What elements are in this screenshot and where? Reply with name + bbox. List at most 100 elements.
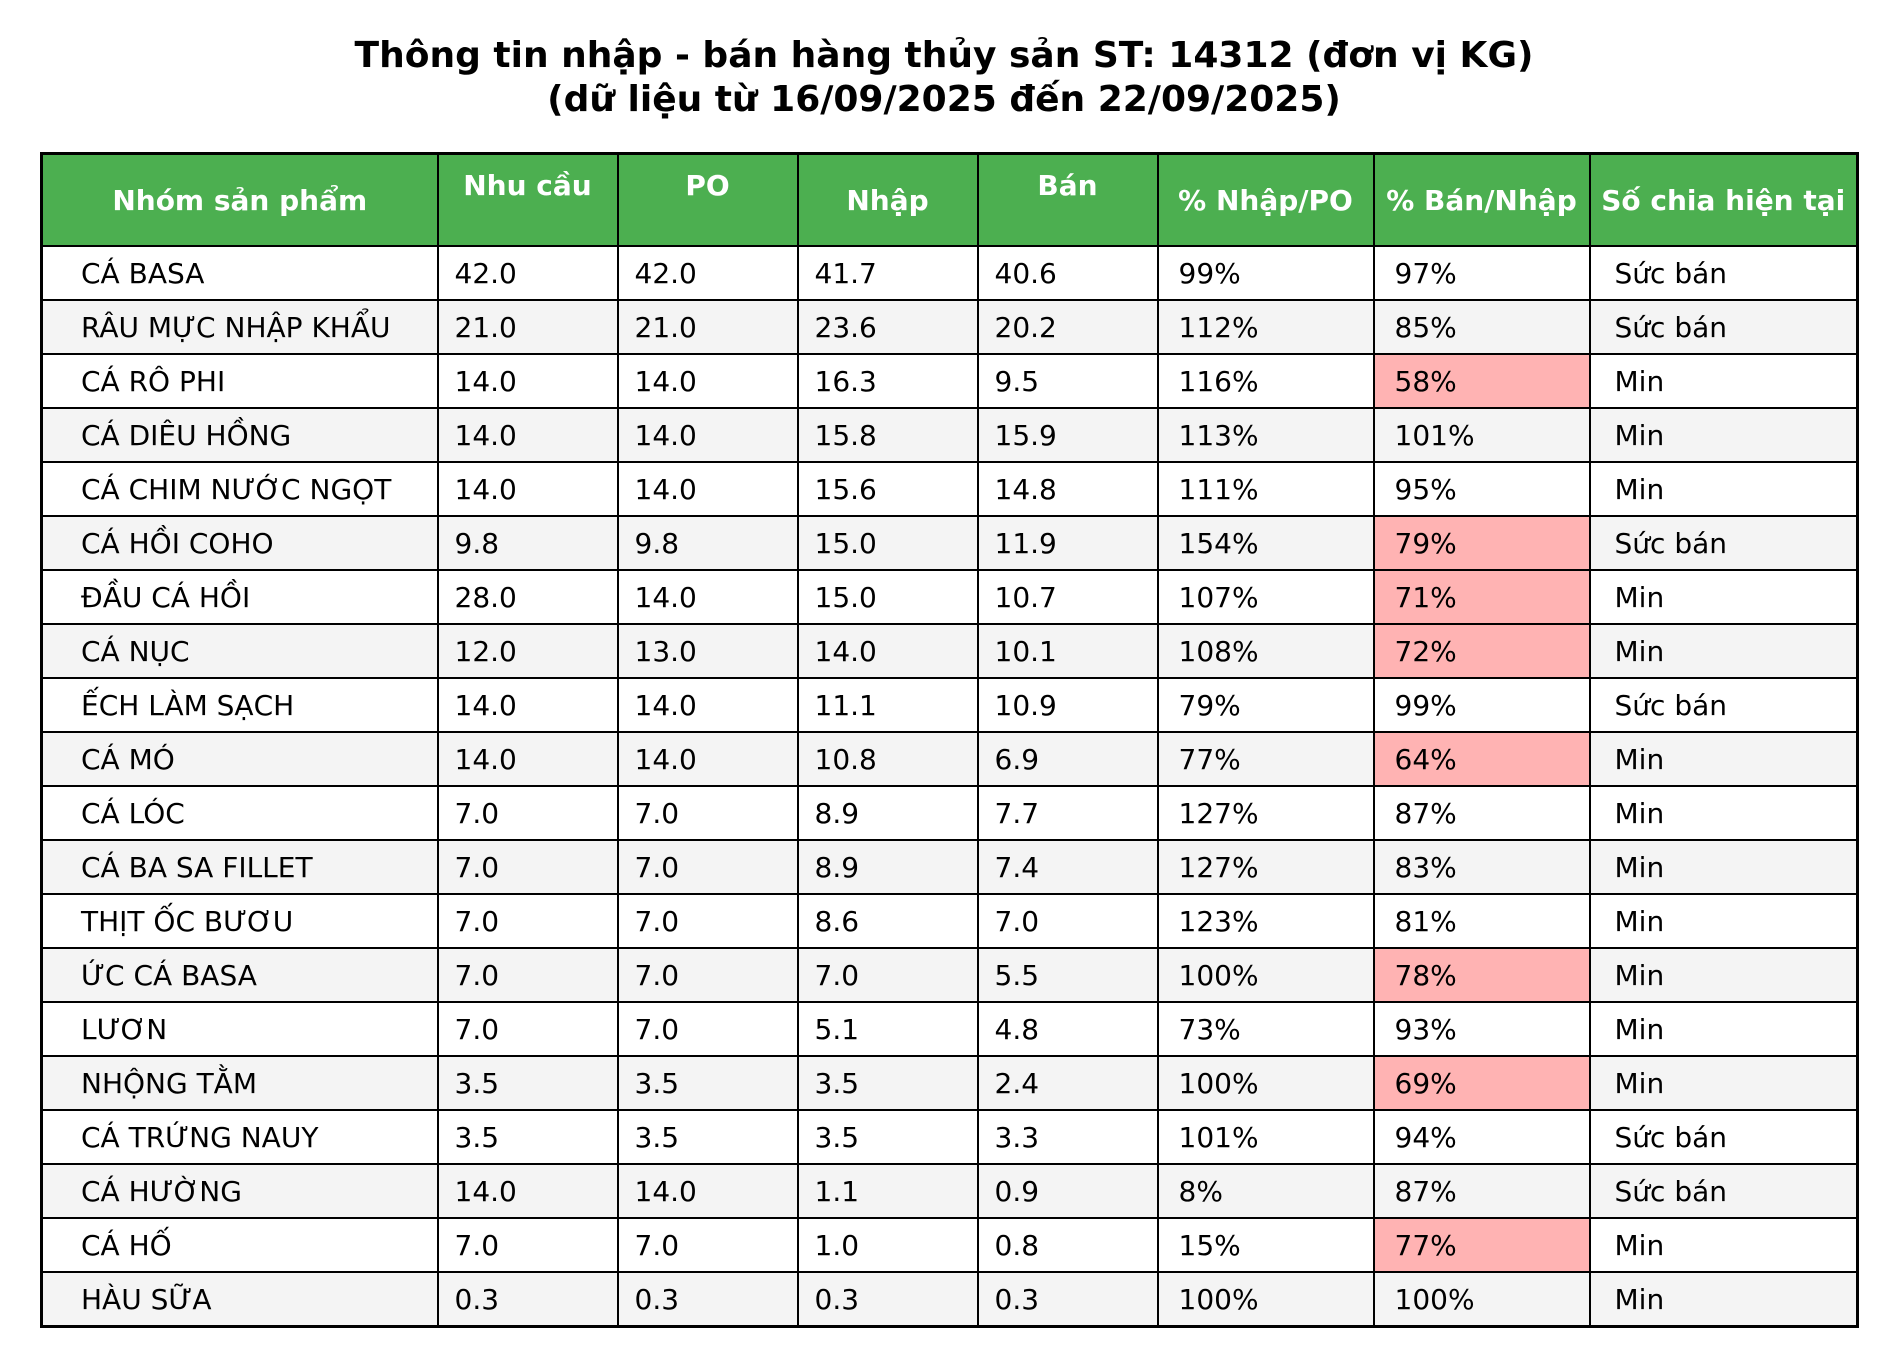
cell-import-po-pct: 79%	[1156, 677, 1375, 733]
cell-po: 7.0	[616, 1001, 799, 1057]
table-row: CÁ HỐ 7.0 7.0 1.0 0.8 15% 77% Min	[40, 1217, 1859, 1273]
cell-import: 0.3	[796, 1271, 979, 1328]
cell-sale: 6.9	[976, 731, 1159, 787]
cell-sale-import-pct: 100%	[1372, 1271, 1591, 1328]
cell-sale: 3.3	[976, 1109, 1159, 1165]
cell-sale-import-pct: 58%	[1372, 353, 1591, 409]
cell-sale: 14.8	[976, 461, 1159, 517]
cell-import-po-pct: 100%	[1156, 1055, 1375, 1111]
cell-current-divisor: Min	[1588, 623, 1859, 679]
cell-product-group: CÁ LÓC	[40, 785, 439, 841]
cell-po: 7.0	[616, 947, 799, 1003]
cell-import: 5.1	[796, 1001, 979, 1057]
cell-po: 3.5	[616, 1055, 799, 1111]
table-row: HÀU SỮA 0.3 0.3 0.3 0.3 100% 100% Min	[40, 1271, 1859, 1328]
table-row: LƯƠN 7.0 7.0 5.1 4.8 73% 93% Min	[40, 1001, 1859, 1057]
cell-demand: 42.0	[436, 245, 619, 301]
cell-sale: 4.8	[976, 1001, 1159, 1057]
cell-import: 14.0	[796, 623, 979, 679]
cell-import-po-pct: 99%	[1156, 245, 1375, 301]
cell-sale-import-pct: 64%	[1372, 731, 1591, 787]
cell-import: 10.8	[796, 731, 979, 787]
cell-product-group: CÁ MÓ	[40, 731, 439, 787]
cell-product-group: CÁ CHIM NƯỚC NGỌT	[40, 461, 439, 517]
cell-po: 14.0	[616, 353, 799, 409]
table-row: RÂU MỰC NHẬP KHẨU 21.0 21.0 23.6 20.2 112% 85%…	[40, 299, 1859, 355]
cell-product-group: CÁ BASA	[40, 245, 439, 301]
table-container: Nhóm sản phẩm Nhu cầu PO Nhập Bán% Nhập/PO% …	[40, 152, 1859, 1328]
cell-import: 15.0	[796, 569, 979, 625]
title-line-2: (dữ liệu từ 16/09/2025 đến 22/09/2025)	[547, 79, 1341, 120]
cell-current-divisor: Min	[1588, 893, 1859, 949]
cell-import: 11.1	[796, 677, 979, 733]
cell-sale-import-pct: 87%	[1372, 785, 1591, 841]
cell-demand: 14.0	[436, 407, 619, 463]
table-row: ĐẦU CÁ HỒI 28.0 14.0 15.0 10.7 107% 71% Min	[40, 569, 1859, 625]
cell-po: 14.0	[616, 461, 799, 517]
cell-demand: 28.0	[436, 569, 619, 625]
cell-import: 23.6	[796, 299, 979, 355]
cell-product-group: RÂU MỰC NHẬP KHẨU	[40, 299, 439, 355]
cell-sale: 7.7	[976, 785, 1159, 841]
cell-import: 15.6	[796, 461, 979, 517]
table-row: CÁ BA SA FILLET 7.0 7.0 8.9 7.4 127% 83% Min	[40, 839, 1859, 895]
header-current-divisor: Số chia hiện tại	[1588, 152, 1859, 247]
cell-import-po-pct: 73%	[1156, 1001, 1375, 1057]
table-row: CÁ TRỨNG NAUY 3.5 3.5 3.5 3.3 101% 94% Sức bán	[40, 1109, 1859, 1165]
cell-sale-import-pct: 77%	[1372, 1217, 1591, 1273]
cell-current-divisor: Min	[1588, 839, 1859, 895]
table-row: ỨC CÁ BASA 7.0 7.0 7.0 5.5 100% 78% Min	[40, 947, 1859, 1003]
table-row: THỊT ỐC BƯƠU 7.0 7.0 8.6 7.0 123% 81% Min	[40, 893, 1859, 949]
cell-po: 14.0	[616, 1163, 799, 1219]
cell-import: 3.5	[796, 1109, 979, 1165]
cell-product-group: CÁ BA SA FILLET	[40, 839, 439, 895]
cell-sale: 40.6	[976, 245, 1159, 301]
cell-import-po-pct: 154%	[1156, 515, 1375, 571]
cell-import: 15.0	[796, 515, 979, 571]
table-body: CÁ BASA 42.0 42.0 41.7 40.6 99% 97% Sức bán RÂU …	[40, 245, 1859, 1328]
cell-current-divisor: Sức bán	[1588, 515, 1859, 571]
cell-import: 1.0	[796, 1217, 979, 1273]
cell-current-divisor: Min	[1588, 731, 1859, 787]
cell-po: 7.0	[616, 785, 799, 841]
cell-product-group: NHỘNG TẰM	[40, 1055, 439, 1111]
cell-po: 7.0	[616, 839, 799, 895]
cell-demand: 7.0	[436, 1001, 619, 1057]
cell-po: 7.0	[616, 893, 799, 949]
cell-sale-import-pct: 83%	[1372, 839, 1591, 895]
cell-import: 8.9	[796, 785, 979, 841]
cell-import: 3.5	[796, 1055, 979, 1111]
cell-import-po-pct: 112%	[1156, 299, 1375, 355]
cell-current-divisor: Sức bán	[1588, 299, 1859, 355]
cell-import-po-pct: 116%	[1156, 353, 1375, 409]
cell-import: 7.0	[796, 947, 979, 1003]
cell-sale: 10.9	[976, 677, 1159, 733]
cell-sale-import-pct: 99%	[1372, 677, 1591, 733]
cell-product-group: ĐẦU CÁ HỒI	[40, 569, 439, 625]
table-row: CÁ NỤC 12.0 13.0 14.0 10.1 108% 72% Min	[40, 623, 1859, 679]
cell-sale: 0.3	[976, 1271, 1159, 1328]
cell-import: 41.7	[796, 245, 979, 301]
cell-sale-import-pct: 101%	[1372, 407, 1591, 463]
cell-demand: 14.0	[436, 353, 619, 409]
cell-current-divisor: Min	[1588, 407, 1859, 463]
cell-import: 1.1	[796, 1163, 979, 1219]
cell-sale: 0.9	[976, 1163, 1159, 1219]
cell-demand: 7.0	[436, 893, 619, 949]
cell-import-po-pct: 77%	[1156, 731, 1375, 787]
cell-product-group: CÁ HỐ	[40, 1217, 439, 1273]
table-row: CÁ CHIM NƯỚC NGỌT 14.0 14.0 15.6 14.8 111% 95%…	[40, 461, 1859, 517]
data-table: Nhóm sản phẩm Nhu cầu PO Nhập Bán% Nhập/PO% …	[40, 152, 1859, 1328]
cell-po: 9.8	[616, 515, 799, 571]
cell-sale-import-pct: 94%	[1372, 1109, 1591, 1165]
cell-product-group: THỊT ỐC BƯƠU	[40, 893, 439, 949]
cell-demand: 14.0	[436, 731, 619, 787]
cell-sale: 5.5	[976, 947, 1159, 1003]
header-po: PO	[616, 152, 799, 247]
cell-sale-import-pct: 93%	[1372, 1001, 1591, 1057]
cell-current-divisor: Sức bán	[1588, 1163, 1859, 1219]
cell-sale: 0.8	[976, 1217, 1159, 1273]
cell-sale: 7.0	[976, 893, 1159, 949]
table-row: CÁ HỒI COHO 9.8 9.8 15.0 11.9 154% 79% Sức bán	[40, 515, 1859, 571]
cell-sale: 10.1	[976, 623, 1159, 679]
